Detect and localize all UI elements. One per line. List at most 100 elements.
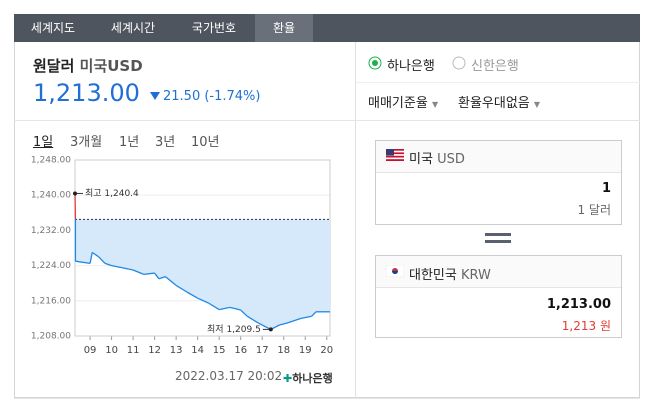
line-segment <box>122 267 134 271</box>
x-tick-label: 18 <box>277 345 290 356</box>
line-segment <box>246 315 259 324</box>
code: 미국USD <box>79 57 143 75</box>
equals <box>485 240 511 243</box>
tab-bar <box>14 14 640 42</box>
line-segment <box>300 315 312 320</box>
amount-text: 1 달러 <box>577 203 611 217</box>
period[interactable]: 3년 <box>155 135 176 150</box>
bank[interactable]: 신한은행 <box>471 59 519 74</box>
bank[interactable]: 하나은행 <box>387 59 435 74</box>
line-segment <box>111 264 123 269</box>
line-segment <box>240 309 248 317</box>
x-tick-label: 20 <box>320 345 333 356</box>
line-segment <box>91 251 100 258</box>
period[interactable]: 1일 <box>33 135 54 150</box>
x-tick-label: 10 <box>105 345 118 356</box>
box-header <box>376 256 621 288</box>
equals <box>485 233 511 236</box>
divider <box>355 82 640 83</box>
y-tick-label: 1,232.00 <box>31 226 71 236</box>
divider <box>355 42 356 398</box>
y-tick-label: 1,224.00 <box>31 261 71 271</box>
line-segment <box>89 252 93 264</box>
annotation: 최저 1,209.5 <box>207 324 261 335</box>
line-segment <box>219 306 231 311</box>
period[interactable]: 3개월 <box>70 135 103 150</box>
country: 미국 <box>409 152 433 167</box>
x-tick-label: 16 <box>234 345 247 356</box>
converter-box <box>375 255 622 338</box>
frame <box>14 14 640 398</box>
amount-text: 1,213 원 <box>561 319 611 333</box>
change: 21.50 (-1.74%) <box>163 89 261 104</box>
rate: 1,213.00 <box>33 79 140 107</box>
source-name: 하나은행 <box>292 372 333 385</box>
line-segment <box>154 272 160 280</box>
flag-us <box>386 149 404 161</box>
x-tick-label: 17 <box>256 345 269 356</box>
line-segment <box>143 272 155 276</box>
amount[interactable]: 1,213.00 <box>546 297 611 312</box>
line-segment <box>175 284 188 293</box>
tab-active[interactable]: 환율 <box>255 14 313 42</box>
tab[interactable]: 국가번호 <box>191 21 237 35</box>
period[interactable]: 1년 <box>119 135 140 150</box>
line-segment <box>311 311 317 317</box>
area-fill <box>75 193 330 330</box>
y-tick-label: 1,240.00 <box>31 191 71 201</box>
x-tick-label: 12 <box>148 345 161 356</box>
radio-on[interactable] <box>368 56 382 70</box>
amount[interactable]: 1 <box>601 181 611 196</box>
option: 환율우대없음 <box>458 96 530 111</box>
box-header <box>376 141 621 173</box>
currency: 미국 USD <box>409 148 465 167</box>
timestamp: 2022.03.17 20:02 <box>175 369 283 383</box>
converter-box <box>375 140 622 225</box>
tab[interactable]: 세계시간 <box>110 21 156 35</box>
line-segment <box>229 306 241 311</box>
line-segment <box>208 302 220 311</box>
x-tick-label: 09 <box>84 345 97 356</box>
code: KRW <box>460 268 491 283</box>
line-segment <box>257 322 272 330</box>
x-tick-label: 13 <box>170 345 183 356</box>
divider <box>14 120 640 121</box>
dropdown[interactable]: 환율우대없음 ▼ <box>458 96 541 111</box>
line-segment <box>279 322 289 326</box>
down-icon <box>150 92 160 100</box>
x-tick-label: 19 <box>299 345 312 356</box>
line-segment <box>75 260 91 265</box>
y-tick-label: 1,216.00 <box>31 296 71 306</box>
quote-title: 원달러 미국USD <box>33 55 143 76</box>
line-segment <box>158 275 166 280</box>
code: USD <box>437 152 465 167</box>
y-tick-label: 1,248.00 <box>31 156 71 166</box>
country: 대한민국 <box>409 268 457 283</box>
divider <box>14 398 640 399</box>
annotation: 최고 1,240.4 <box>85 188 139 199</box>
pair: 원달러 <box>33 57 75 75</box>
currency: 대한민국 KRW <box>409 264 491 283</box>
flag-kr <box>386 265 404 277</box>
period[interactable]: 10년 <box>191 135 220 150</box>
line-segment <box>197 297 209 304</box>
line-segment <box>164 276 177 286</box>
x-tick-label: 11 <box>127 345 140 356</box>
x-tick-label: 15 <box>213 345 226 356</box>
annotation-dot <box>73 191 77 196</box>
dropdown[interactable]: 매매기준율 ▼ <box>368 96 439 111</box>
radio-off[interactable] <box>452 56 466 70</box>
line-segment <box>98 256 106 264</box>
x-tick-label: 14 <box>191 345 204 356</box>
option: 매매기준율 <box>368 96 428 111</box>
annotation-dot <box>268 327 273 332</box>
source: ✚하나은행 <box>283 372 333 385</box>
y-tick-label: 1,208.00 <box>31 332 71 342</box>
tab[interactable]: 세계지도 <box>30 21 76 35</box>
line-segment <box>186 291 198 299</box>
line-segment <box>287 317 302 324</box>
line-segment <box>104 262 112 267</box>
line-segment <box>132 269 145 276</box>
